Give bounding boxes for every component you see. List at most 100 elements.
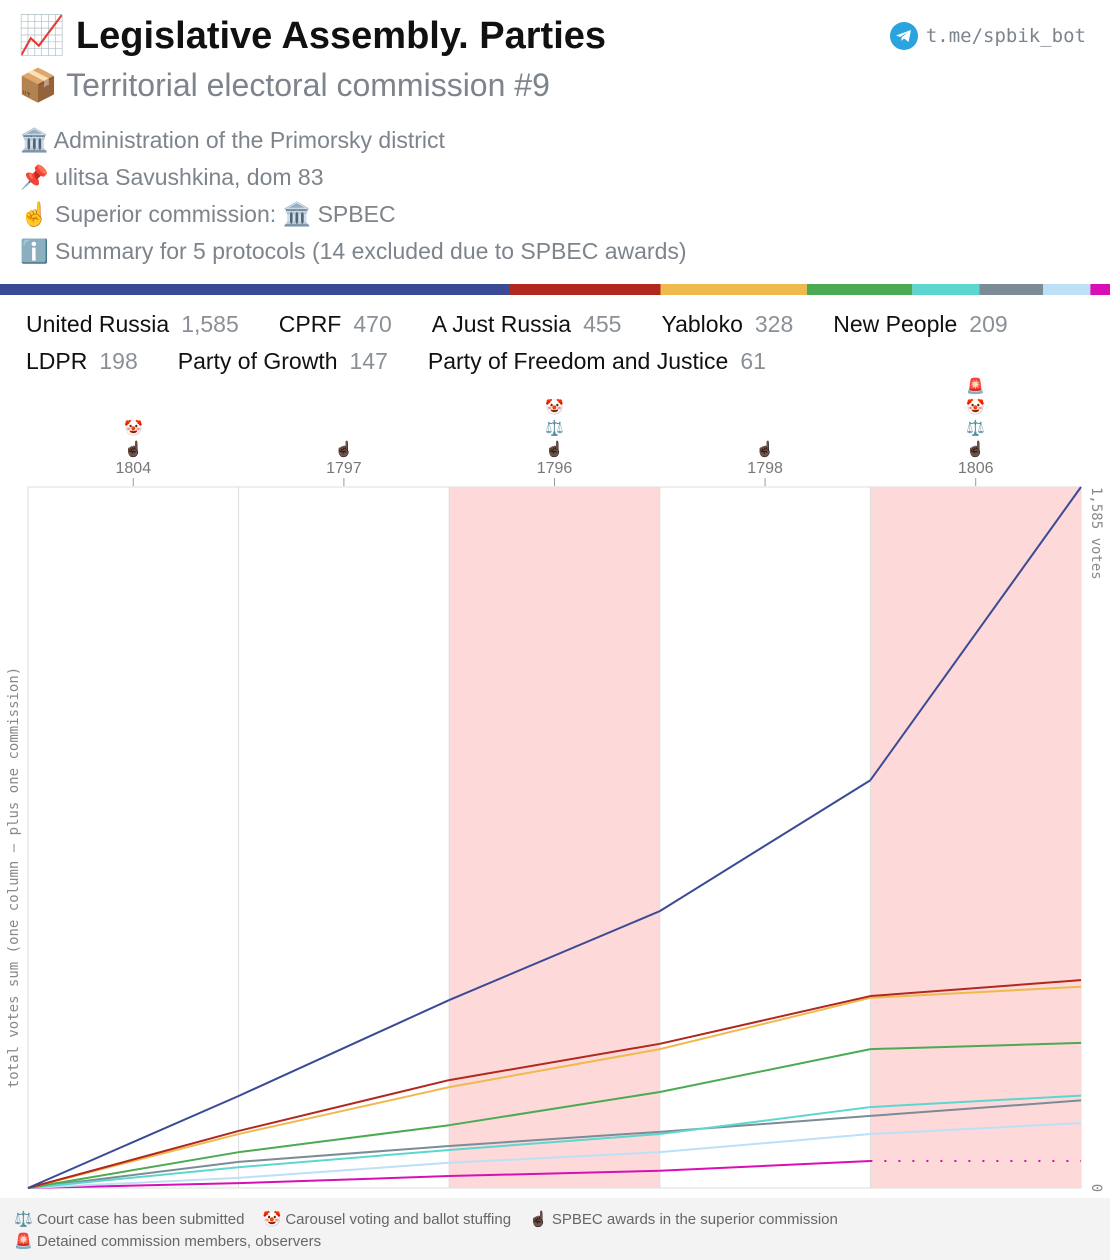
line-segment — [27, 1176, 239, 1189]
line-segment — [238, 1144, 450, 1163]
line-segment — [448, 910, 661, 1001]
footer-text: SPBEC awards in the superior commission — [551, 1211, 838, 1228]
legend-name: Party of Freedom and Justice — [427, 348, 729, 374]
line-segment — [238, 1161, 450, 1179]
line-segment — [659, 995, 871, 1045]
line-segment — [659, 1133, 871, 1154]
legend-item: United Russia 1,585 — [12, 306, 239, 343]
footer-text: Detained commission members, observers — [36, 1233, 322, 1250]
legend-name: New People — [833, 311, 958, 337]
line-segment — [659, 996, 871, 1051]
column-label: 1804 — [116, 460, 152, 477]
info: 🏛️ Administration of the Primorsky distr… — [20, 122, 687, 270]
share-bar — [0, 284, 510, 295]
legend-name: CPRF — [278, 311, 342, 337]
line-segment — [238, 999, 450, 1097]
line-segment — [449, 1133, 660, 1151]
footer-item: 🚨 Detained commission members, observers — [14, 1232, 321, 1250]
column-label: 1806 — [958, 460, 994, 477]
info-line: 📌 ulitsa Savushkina, dom 83 — [20, 159, 687, 196]
legend-item: CPRF 470 — [265, 306, 392, 343]
column-label: 1797 — [326, 460, 362, 477]
subtitle-text: Territorial electoral commission #9 — [66, 67, 550, 103]
footer-icon: ⚖️ — [14, 1211, 33, 1228]
column-label: 1796 — [537, 460, 573, 477]
info-icon: ℹ️ — [20, 238, 49, 264]
line-segment — [449, 1091, 660, 1127]
telegram-icon — [889, 22, 918, 50]
line-segment — [27, 1095, 240, 1189]
column-marker: 🚨 — [966, 377, 985, 395]
legend-name: Party of Growth — [177, 348, 338, 374]
footer-items: ⚖️ Court case has been submitted 🤡 Carous… — [0, 1198, 1110, 1250]
line-segment — [238, 1079, 450, 1132]
column-marker: ⚖️ — [545, 419, 564, 437]
legend-name: A Just Russia — [431, 311, 572, 337]
footer-item: ⚖️ Court case has been submitted — [14, 1210, 244, 1228]
line-segment — [238, 1148, 450, 1169]
column-marker: ☝🏿 — [966, 439, 985, 458]
share-bar — [1043, 284, 1091, 295]
legend-total: 209 — [969, 311, 1008, 337]
y-axis-label: total votes sum (one column – plus one c… — [6, 667, 22, 1088]
footer-text: Carousel voting and ballot stuffing — [285, 1211, 512, 1228]
title: 📈 Legislative Assembly. Parties — [18, 14, 606, 58]
info-line: 🏛️ Administration of the Primorsky distr… — [20, 122, 687, 159]
y-tick-label: 0 — [1088, 1184, 1104, 1192]
title-text: Legislative Assembly. Parties — [75, 15, 607, 57]
line-segment — [870, 985, 1082, 999]
footer-icon: 🚨 — [14, 1233, 33, 1250]
column-marker: 🤡 — [966, 398, 985, 416]
info-icon: ☝️ — [20, 201, 49, 227]
line-segment — [659, 1160, 871, 1172]
legend-name: LDPR — [26, 348, 88, 374]
column-marker: 🤡 — [545, 398, 564, 416]
line-segment — [659, 1106, 871, 1136]
info-line: ℹ️ Summary for 5 protocols (14 excluded … — [20, 233, 687, 270]
legend-total: 328 — [754, 311, 794, 337]
line-segment — [870, 1094, 1082, 1109]
legend-total: 147 — [349, 348, 388, 374]
column-label: 1798 — [747, 460, 783, 477]
line-segment — [449, 1151, 660, 1164]
footer: ⚖️ Court case has been submitted 🤡 Carous… — [0, 1198, 1110, 1260]
subtitle-icon: 📦 — [18, 67, 58, 103]
legend-total: 455 — [583, 311, 622, 337]
bot-text[interactable]: t.me/spbik_bot — [925, 25, 1086, 47]
legend-item: A Just Russia 455 — [418, 306, 622, 343]
line-segment — [449, 1169, 660, 1178]
line-segment — [449, 1130, 660, 1147]
legend-total: 198 — [99, 348, 138, 374]
highlight-column — [870, 487, 1081, 1188]
column-marker: 🤡 — [124, 419, 143, 437]
footer-item: 🤡 Carousel voting and ballot stuffing — [262, 1210, 511, 1228]
legend-item: Party of Growth 147 — [164, 343, 388, 380]
info-text: ulitsa Savushkina, dom 83 — [55, 164, 324, 190]
info-text: Administration of the Primorsky district — [53, 127, 445, 153]
legend: United Russia 1,585 CPRF 470 A Just Russia 45… — [12, 306, 1102, 380]
legend-total: 61 — [740, 348, 766, 374]
legend-total: 1,585 — [181, 311, 239, 337]
subtitle: 📦 Territorial electoral commission #9 — [18, 66, 550, 104]
column-marker: ☝🏿 — [335, 439, 354, 458]
info-icon: 🏛️ — [20, 127, 49, 153]
line-segment — [27, 1129, 239, 1189]
footer-text: Court case has been submitted — [36, 1211, 245, 1228]
line-segment — [659, 779, 871, 912]
info-icon: 📌 — [20, 164, 49, 190]
line-segment — [869, 486, 1082, 781]
share-bar — [509, 284, 661, 295]
line-segment — [449, 1042, 660, 1082]
share-bar — [660, 284, 807, 295]
footer-icon: 🤡 — [262, 1211, 282, 1228]
info-text: Summary for 5 protocols (14 excluded due… — [55, 238, 687, 264]
bot-link[interactable]: t.me/spbik_bot — [889, 22, 1086, 50]
column-marker: ☝🏿 — [124, 439, 143, 458]
column-marker: ☝🏿 — [545, 439, 564, 458]
line-segment — [27, 1151, 239, 1189]
line-segment — [659, 1048, 871, 1094]
legend-item: Yabloko 328 — [647, 306, 793, 343]
info-text: Superior commission: 🏛️ SPBEC — [55, 201, 396, 227]
column-marker: ☝🏿 — [756, 439, 775, 458]
